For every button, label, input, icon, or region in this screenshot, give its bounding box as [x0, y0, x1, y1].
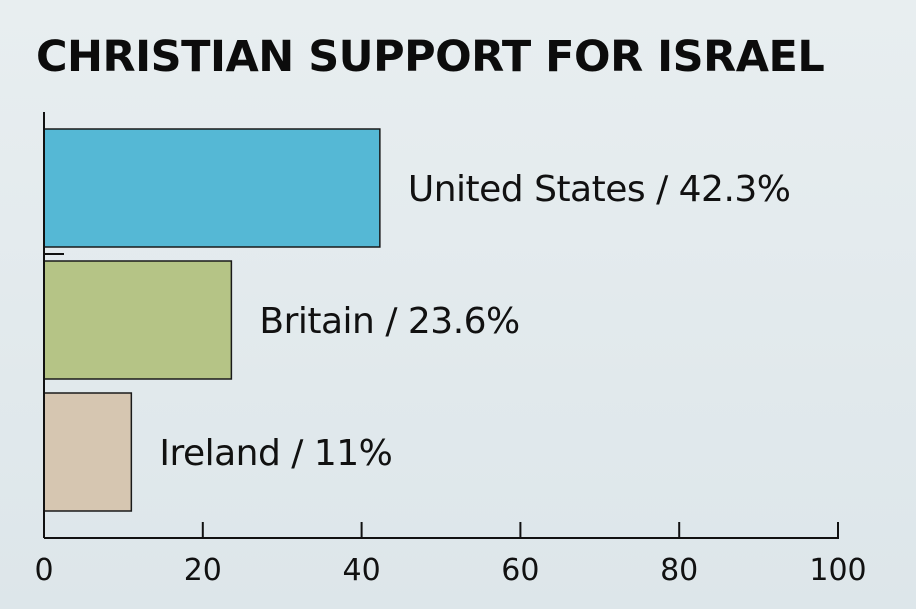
- bar-ireland: [43, 392, 133, 512]
- bar-labels-group: United States / 42.3% Britain / 23.6% Irel…: [159, 169, 791, 474]
- bar-britain: [43, 260, 233, 380]
- bar-united-states: [43, 128, 381, 248]
- x-tick-label-100: 100: [809, 553, 866, 588]
- bar-label-ireland: Ireland / 11%: [159, 433, 392, 474]
- bars-group: [43, 128, 381, 512]
- x-tick-label-40: 40: [343, 553, 381, 588]
- x-tick-label-80: 80: [660, 553, 698, 588]
- chart-title: CHRISTIAN SUPPORT FOR ISRAEL: [36, 32, 825, 82]
- bar-label-britain: Britain / 23.6%: [259, 301, 519, 342]
- x-tick-label-60: 60: [501, 553, 539, 588]
- bar-label-united-states: United States / 42.3%: [408, 169, 791, 210]
- x-tick-label-0: 0: [34, 553, 53, 588]
- x-ticks-group: 0 20 40 60 80 100: [34, 522, 867, 588]
- x-tick-label-20: 20: [184, 553, 222, 588]
- axes-group: [43, 112, 839, 539]
